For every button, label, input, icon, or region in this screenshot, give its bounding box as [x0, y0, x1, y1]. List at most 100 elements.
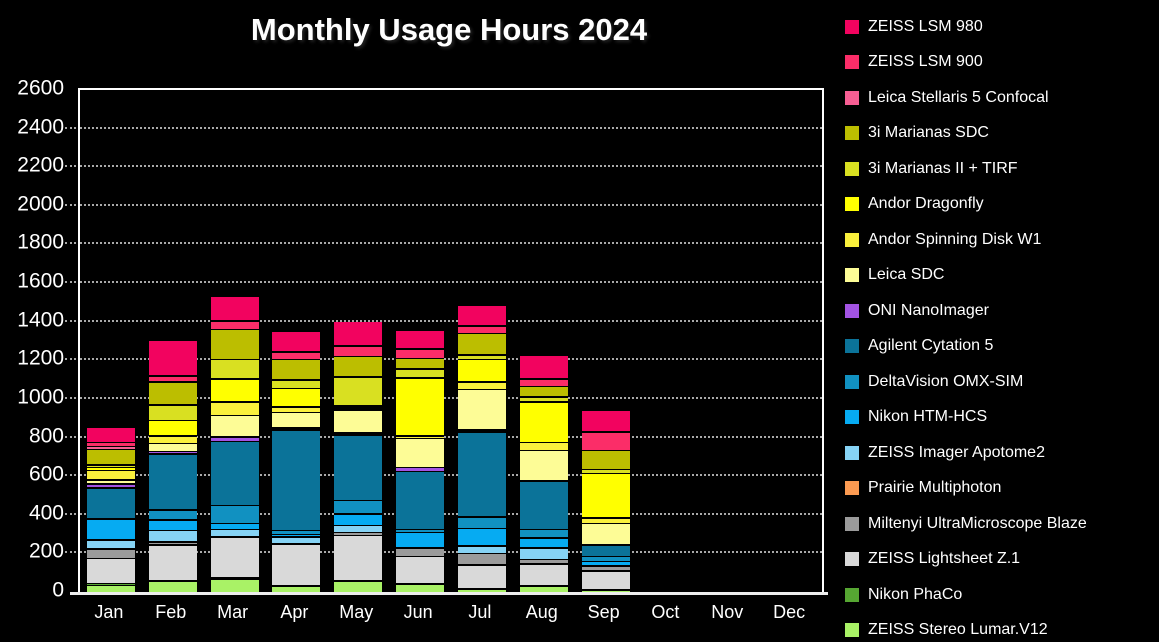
- bar-segment: [210, 416, 259, 438]
- bar-segment: [457, 554, 506, 566]
- bar-aug: [519, 90, 568, 592]
- segment-separator: [334, 434, 383, 436]
- legend-swatch-icon: [845, 481, 859, 496]
- bar-segment: [396, 533, 445, 549]
- legend-swatch-icon: [845, 303, 859, 318]
- legend-item: ZEISS Imager Apotome2: [845, 435, 1157, 471]
- bar-segment: [519, 379, 568, 388]
- segment-separator: [457, 431, 506, 433]
- bar-segment: [396, 548, 445, 558]
- gridline-2400: [80, 126, 822, 129]
- segment-separator: [457, 429, 506, 431]
- bar-segment: [581, 432, 630, 452]
- segment-separator: [148, 381, 197, 383]
- segment-separator: [210, 328, 259, 331]
- y-axis-label-200: 200: [28, 539, 64, 563]
- bar-segment: [519, 402, 568, 444]
- gridline-2000: [80, 203, 822, 206]
- legend-label: ZEISS Lightsheet Z.1: [868, 550, 1021, 568]
- bar-segment: [396, 359, 445, 370]
- bar-segment: [581, 571, 630, 591]
- segment-separator: [148, 544, 197, 546]
- bar-segment: [210, 321, 259, 331]
- segment-separator: [457, 388, 506, 391]
- legend-item: Miltenyi UltraMicroscope Blaze: [845, 506, 1157, 542]
- gridline-600: [80, 474, 822, 477]
- segment-separator: [396, 437, 445, 440]
- segment-separator: [272, 387, 321, 390]
- segment-separator: [581, 431, 630, 433]
- bar-segment: [396, 472, 445, 531]
- segment-separator: [272, 529, 321, 532]
- segment-separator: [581, 472, 630, 475]
- y-axis-label-1600: 1600: [17, 269, 64, 293]
- bar-segment: [272, 544, 321, 587]
- segment-separator: [581, 517, 630, 519]
- segment-separator: [272, 427, 321, 429]
- y-axis-label-1000: 1000: [17, 385, 64, 409]
- bar-segment: [519, 481, 568, 531]
- legend-label: Andor Spinning Disk W1: [868, 230, 1042, 248]
- segment-separator: [581, 544, 630, 546]
- x-axis-line: [70, 592, 828, 595]
- bar-segment: [86, 443, 135, 448]
- bar-segment: [396, 439, 445, 469]
- segment-separator: [148, 509, 197, 511]
- bar-segment: [210, 360, 259, 380]
- bar-segment: [272, 587, 321, 592]
- segment-separator: [86, 469, 135, 472]
- bar-segment: [581, 410, 630, 433]
- segment-separator: [272, 533, 321, 536]
- bar-segment: [272, 407, 321, 414]
- segment-separator: [457, 353, 506, 356]
- bar-segment: [272, 413, 321, 429]
- y-axis-label-2200: 2200: [17, 153, 64, 177]
- segment-separator: [457, 325, 506, 327]
- bar-jun: [396, 90, 445, 592]
- legend-swatch-icon: [845, 268, 859, 283]
- legend-swatch-icon: [845, 126, 859, 141]
- legend-item: Prairie Multiphoton: [845, 471, 1157, 507]
- segment-separator: [519, 558, 568, 561]
- segment-separator: [272, 379, 321, 381]
- bar-segment: [581, 518, 630, 525]
- x-axis-label-aug: Aug: [525, 602, 558, 622]
- x-axis-label-jan: Jan: [94, 602, 124, 622]
- bar-segment: [334, 514, 383, 527]
- legend-item: ZEISS LSM 900: [845, 45, 1157, 81]
- bar-segment: [210, 296, 259, 322]
- bar-segment: [581, 474, 630, 519]
- bar-segment: [519, 548, 568, 561]
- bar-segment: [86, 540, 135, 550]
- bar-segment: [457, 334, 506, 356]
- bar-segment: [519, 538, 568, 549]
- bar-segment: [457, 390, 506, 431]
- bar-segment: [210, 506, 259, 525]
- bar-segment: [148, 545, 197, 582]
- bar-segment: [86, 488, 135, 520]
- legend-swatch-icon: [845, 552, 859, 567]
- segment-separator: [334, 513, 383, 515]
- segment-separator: [86, 487, 135, 489]
- bar-segment: [210, 442, 259, 507]
- segment-separator: [210, 436, 259, 438]
- y-axis-label-1800: 1800: [17, 230, 64, 254]
- legend-swatch-icon: [845, 445, 859, 460]
- bar-segment: [272, 352, 321, 361]
- bar-jan: [86, 90, 135, 592]
- x-axis-label-sep: Sep: [587, 602, 620, 622]
- segment-separator: [519, 441, 568, 444]
- bar-segment: [148, 531, 197, 543]
- segment-separator: [334, 531, 383, 534]
- plot-area: [65, 88, 828, 595]
- segment-separator: [457, 587, 506, 590]
- legend-swatch-icon: [845, 339, 859, 354]
- y-tick-2000: [65, 203, 76, 206]
- legend-label: Nikon PhaCo: [868, 585, 963, 603]
- bar-segment: [457, 517, 506, 530]
- segment-separator: [396, 531, 445, 534]
- bar-segment: [86, 549, 135, 560]
- segment-separator: [210, 504, 259, 507]
- legend-label: 3i Marianas SDC: [868, 124, 989, 142]
- bar-segment: [334, 321, 383, 347]
